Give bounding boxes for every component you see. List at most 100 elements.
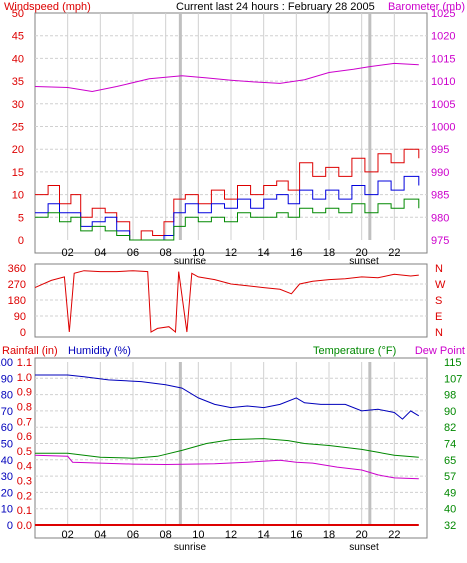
temperature-tick-label: 98 [444, 390, 456, 402]
x-tick-label: 10 [192, 529, 204, 541]
temperature-tick-label: 90 [444, 406, 456, 418]
x-tick-label: 08 [160, 529, 172, 541]
dewpoint-line [34, 454, 419, 480]
sunrise-label-top: sunrise [174, 256, 207, 267]
humidity-tick-label: 0 [7, 520, 13, 532]
rainfall-axis-label: Rainfall (in) [2, 345, 58, 357]
humidity-tick-label: 50 [1, 439, 13, 451]
temperature-tick-label: 40 [444, 504, 456, 516]
barometer-tick-label: 1020 [431, 31, 455, 43]
barometer-tick-label: 975 [431, 235, 449, 247]
barometer-tick-label: 1005 [431, 99, 455, 111]
temperature-tick-label: 57 [444, 471, 456, 483]
rainfall-tick-label: 0.0 [17, 520, 32, 532]
direction-degree-label: 270 [8, 279, 26, 291]
direction-compass-label: S [435, 295, 442, 307]
sunset-label-top: sunset [349, 256, 379, 267]
temperature-line [35, 438, 419, 459]
series-layer [34, 62, 420, 526]
rainfall-tick-label: 1.1 [17, 357, 32, 369]
humidity-axis-label: Humidity (%) [68, 345, 131, 357]
wind-direction-line [34, 270, 419, 334]
direction-compass-label: W [435, 279, 446, 291]
rainfall-tick-label: 0.9 [17, 387, 32, 399]
rainfall-tick-label: 1.0 [17, 372, 32, 384]
chart-title: Current last 24 hours : February 28 2005 [176, 1, 375, 13]
tick-labels: 0510152025303540455097598098599099510001… [0, 8, 462, 541]
x-tick-label: 22 [388, 529, 400, 541]
x-tick-label: 04 [94, 247, 106, 259]
temperature-axis-label: Temperature (°F) [313, 345, 396, 357]
wind-low-line [35, 198, 420, 241]
rainfall-tick-label: 0.7 [17, 416, 32, 428]
sunrise-label-bottom: sunrise [174, 542, 207, 553]
humidity-tick-label: 70 [1, 406, 13, 418]
rainfall-tick-label: 0.1 [17, 505, 32, 517]
x-tick-label: 12 [225, 247, 237, 259]
temperature-tick-label: 49 [444, 487, 456, 499]
barometer-line [34, 62, 419, 93]
windspeed-tick-label: 15 [12, 167, 24, 179]
humidity-panel-grid [35, 362, 427, 525]
windspeed-tick-label: 30 [12, 99, 24, 111]
temperature-tick-label: 107 [444, 373, 462, 385]
barometer-tick-label: 1025 [431, 8, 455, 20]
direction-compass-label: N [435, 327, 443, 339]
windspeed-tick-label: 35 [12, 76, 24, 88]
x-tick-label: 02 [62, 247, 74, 259]
direction-degree-label: 90 [14, 311, 26, 323]
rainfall-tick-label: 0.4 [17, 461, 32, 473]
humidity-tick-label: 20 [1, 487, 13, 499]
x-tick-label: 06 [127, 529, 139, 541]
direction-degree-label: 360 [8, 263, 26, 275]
temperature-tick-label: 32 [444, 520, 456, 532]
rainfall-tick-label: 0.2 [17, 490, 32, 502]
rainfall-tick-label: 0.3 [17, 476, 32, 488]
x-tick-label: 14 [258, 529, 270, 541]
rainfall-tick-label: 0.5 [17, 446, 32, 458]
x-tick-label: 02 [62, 529, 74, 541]
barometer-tick-label: 995 [431, 144, 449, 156]
windspeed-tick-label: 40 [12, 53, 24, 65]
humidity-tick-label: 100 [0, 357, 13, 369]
windspeed-line [35, 148, 420, 241]
x-tick-label: 22 [388, 247, 400, 259]
rainfall-tick-label: 0.6 [17, 431, 32, 443]
barometer-tick-label: 980 [431, 212, 449, 224]
barometer-tick-label: 990 [431, 167, 449, 179]
temperature-tick-label: 74 [444, 439, 456, 451]
windspeed-tick-label: 10 [12, 190, 24, 202]
x-tick-label: 14 [258, 247, 270, 259]
windspeed-tick-label: 5 [18, 212, 24, 224]
wind-panel-grid [35, 13, 427, 240]
barometer-tick-label: 985 [431, 190, 449, 202]
humidity-tick-label: 40 [1, 455, 13, 467]
humidity-tick-label: 80 [1, 390, 13, 402]
temperature-tick-label: 115 [444, 357, 462, 369]
x-tick-label: 16 [290, 529, 302, 541]
humidity-tick-label: 30 [1, 471, 13, 483]
x-tick-label: 18 [323, 529, 335, 541]
barometer-tick-label: 1000 [431, 122, 455, 134]
sunset-label-bottom: sunset [349, 542, 379, 553]
rainfall-tick-label: 0.8 [17, 401, 32, 413]
x-tick-label: 20 [356, 529, 368, 541]
x-tick-label: 06 [127, 247, 139, 259]
x-tick-label: 04 [94, 529, 106, 541]
windspeed-tick-label: 0 [18, 235, 24, 247]
barometer-tick-label: 1010 [431, 76, 455, 88]
temperature-tick-label: 82 [444, 422, 456, 434]
x-tick-label: 10 [192, 247, 204, 259]
barometer-tick-label: 1015 [431, 53, 455, 65]
wind-average-line [35, 175, 420, 241]
direction-compass-label: N [435, 263, 443, 275]
x-tick-label: 12 [225, 529, 237, 541]
dewpoint-axis-label: Dew Point [415, 345, 465, 357]
x-tick-label: 16 [290, 247, 302, 259]
windspeed-tick-label: 25 [12, 122, 24, 134]
windspeed-axis-label: Windspeed (mph) [4, 1, 91, 13]
humidity-line [35, 374, 420, 420]
direction-degree-label: 180 [8, 295, 26, 307]
